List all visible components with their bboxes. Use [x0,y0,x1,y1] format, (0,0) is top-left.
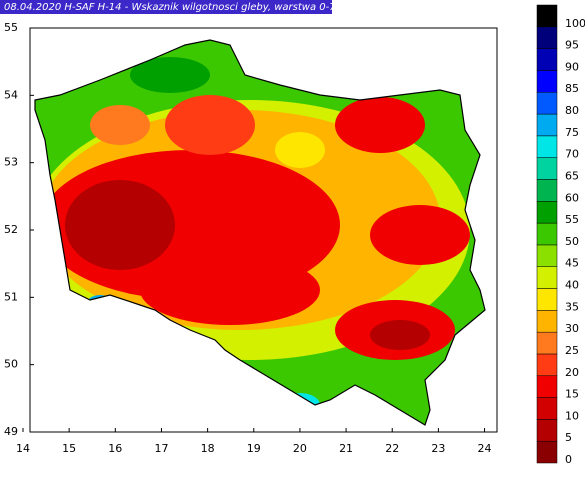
x-tick-label: 23 [431,442,445,455]
x-tick-label: 19 [247,442,261,455]
colorbar-label: 100 [565,17,585,30]
colorbar-band [536,331,558,355]
y-tick-label: 50 [4,358,18,371]
y-tick-label: 49 [4,425,18,438]
colorbar-label: 80 [565,104,579,117]
colorbar-label: 55 [565,213,579,226]
colorbar-band [536,26,558,49]
x-tick-label: 24 [478,442,492,455]
colorbar-band [536,179,558,202]
country-border [34,39,486,426]
x-tick-label: 18 [201,442,215,455]
colorbar-label: 90 [565,60,579,73]
colorbar-label: 65 [565,169,579,182]
x-tick-label: 15 [62,442,76,455]
colorbar-label: 5 [565,431,572,444]
x-tick-label: 22 [385,442,399,455]
colorbar-label: 30 [565,322,579,335]
y-tick-label: 51 [4,290,18,303]
colorbar-band [536,48,558,71]
x-tick-label: 20 [293,442,307,455]
x-tick-label: 14 [16,442,30,455]
colorbar-band [536,397,558,420]
colorbar-label: 85 [565,82,579,95]
y-tick-label: 54 [4,88,18,101]
y-tick-label: 53 [4,156,18,169]
colorbar-band [536,113,558,137]
colorbar-label: 35 [565,300,579,313]
colorbar-label: 95 [565,39,579,52]
x-tick-label: 16 [108,442,122,455]
y-tick-label: 55 [4,21,18,34]
colorbar-band [536,157,558,180]
colorbar-label: 60 [565,191,579,204]
colorbar-band [536,201,558,224]
soil-moisture-field [35,40,485,425]
colorbar-band [536,222,558,246]
colorbar-label: 40 [565,279,579,292]
colorbar-label: 10 [565,409,579,422]
colorbar-band [536,353,558,377]
title: 08.04.2020 H-SAF H-14 - Wskaznik wilgotn… [4,2,357,13]
colorbar-band [536,4,558,28]
title-box [0,0,332,14]
colorbar-label: 15 [565,388,579,401]
colorbar-band [536,70,558,93]
colorbar-band [536,266,558,289]
colorbar-band [536,375,558,398]
x-tick-label: 21 [339,442,353,455]
colorbar-label: 25 [565,344,579,357]
colorbar-label: 75 [565,126,579,139]
colorbar-band [536,310,558,333]
colorbar-label: 45 [565,257,579,270]
colorbar-band [536,244,558,267]
colorbar-band [536,440,558,464]
y-tick-label: 52 [4,223,18,236]
colorbar-label: 20 [565,366,579,379]
colorbar-label: 0 [565,453,572,466]
colorbar-band [536,135,558,158]
colorbar-band [536,288,558,311]
x-tick-label: 17 [154,442,168,455]
colorbar-label: 70 [565,148,579,161]
colorbar-label: 50 [565,235,579,248]
colorbar-band [536,91,558,115]
colorbar-band [536,419,558,442]
